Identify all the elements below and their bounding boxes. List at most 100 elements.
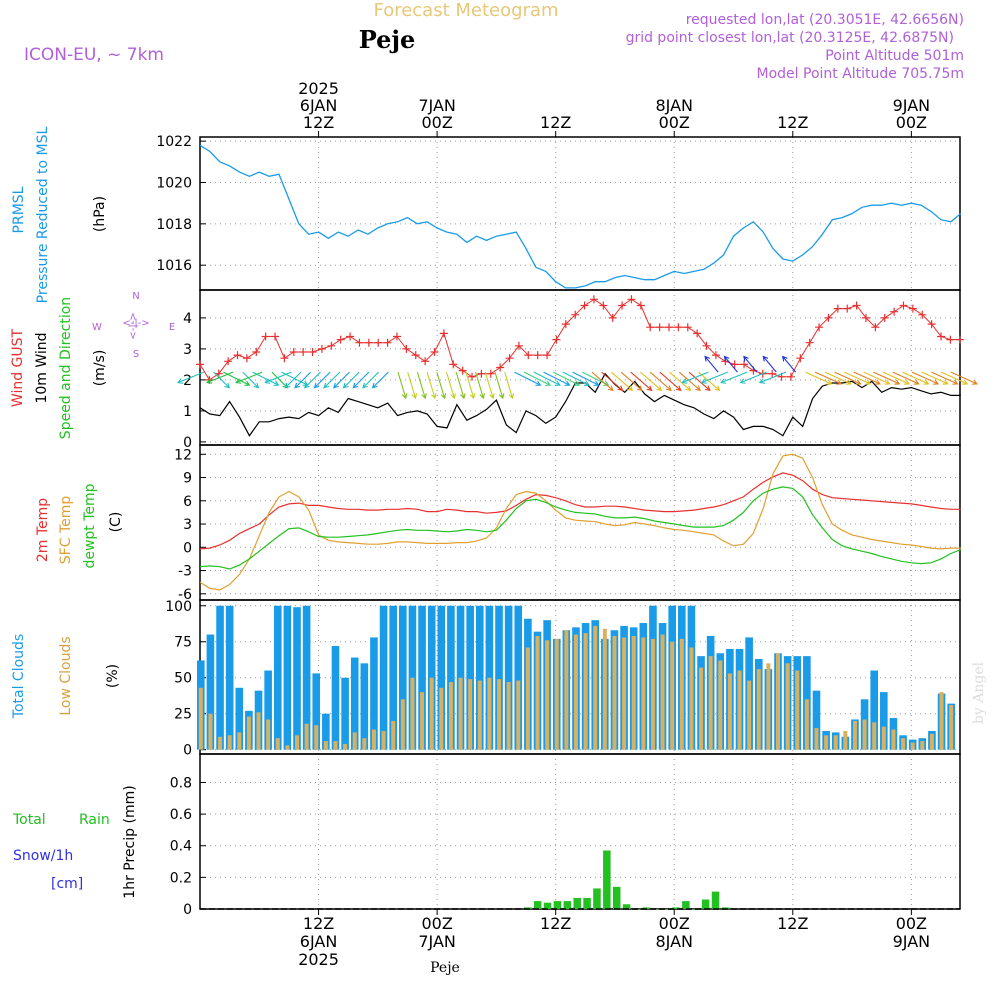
top-axis-label: 2025	[298, 79, 339, 98]
gust-marker	[711, 351, 720, 360]
gust-marker	[861, 313, 870, 322]
low-cloud-bar	[708, 656, 713, 750]
wind-direction-arrow	[882, 371, 911, 385]
gust-marker	[402, 344, 411, 353]
low-cloud-bar	[929, 733, 934, 750]
wind-direction-arrow	[892, 371, 920, 385]
total-cloud-bar	[293, 607, 301, 750]
grid-point-coords: grid point closest lon,lat (20.3125E, 42…	[626, 30, 954, 46]
wind-direction-arrow	[342, 371, 360, 389]
wind-direction-arrow	[333, 371, 350, 389]
wind-direction-arrow	[352, 371, 370, 389]
gust-marker	[346, 332, 355, 341]
gust-marker	[937, 332, 946, 341]
gust-marker	[674, 323, 683, 332]
wind-direction-arrow	[475, 371, 485, 400]
wind-direction-arrow	[303, 371, 321, 389]
rain-bar	[711, 891, 720, 909]
wind-series	[176, 295, 978, 437]
location-title: Peje	[359, 25, 416, 54]
prmsl-desc-label: Pressure Reduced to MSL	[35, 126, 51, 303]
wind-direction-arrow	[853, 371, 881, 385]
wind-direction-arrow	[681, 371, 709, 384]
wind-direction-arrow	[533, 371, 561, 386]
y-tick-label: 50	[174, 671, 192, 687]
wind-direction-arrow	[720, 371, 748, 384]
y-tick-label: 0	[183, 540, 192, 556]
temp-unit: (C)	[108, 512, 124, 533]
gust-marker	[271, 332, 280, 341]
y-tick-label: 0	[183, 743, 192, 759]
bottom-axis-label: 00Z	[421, 914, 452, 933]
wind-direction-arrow	[902, 371, 930, 385]
wind-direction-arrow	[659, 371, 682, 392]
wind-direction-arrow	[630, 371, 653, 392]
wind-direction-arrow	[843, 371, 872, 385]
wind-direction-arrow	[863, 371, 891, 385]
wind-direction-arrow	[669, 371, 692, 392]
wind-direction-arrow	[235, 371, 263, 384]
wind-direction-arrow	[591, 371, 614, 392]
wind-direction-arrow	[678, 371, 701, 392]
rain-bar	[563, 901, 572, 909]
wind-direction-arrow	[445, 371, 456, 400]
low-cloud-bar	[333, 741, 338, 750]
gust-label: Wind GUST	[10, 328, 26, 407]
wind-direction-arrow	[911, 371, 940, 385]
total-cloud-bar	[437, 605, 446, 750]
low-cloud-bar	[949, 705, 954, 750]
gust-marker	[364, 338, 373, 347]
snow-label: Snow/1h	[13, 848, 73, 864]
low-cloud-bar	[699, 667, 704, 750]
gust-marker	[589, 295, 598, 304]
low-cloud-bar	[852, 720, 857, 750]
gust-marker	[468, 372, 477, 381]
y-tick-label: 4	[183, 311, 192, 327]
rain-bar	[543, 902, 552, 909]
low-cloud-bar	[583, 633, 588, 750]
pressure-labels: PRMSL Pressure Reduced to MSL (hPa)	[11, 126, 108, 303]
wind-direction-arrow	[362, 371, 379, 389]
total-cloud-bar	[331, 646, 340, 750]
wind-unit: (m/s)	[92, 350, 108, 387]
gust-marker	[196, 360, 204, 369]
gust-marker	[786, 372, 795, 381]
low-cloud-bar	[564, 630, 569, 750]
low-cloud-bar	[381, 730, 386, 750]
low-cloud-bar	[747, 680, 752, 750]
total-cloud-bar	[225, 605, 234, 750]
wind-direction-arrow	[397, 371, 408, 400]
gust-marker	[927, 320, 936, 329]
wind-direction-arrow	[940, 371, 969, 385]
low-cloud-bar	[785, 663, 790, 750]
gust-marker	[955, 335, 964, 344]
model-altitude: Model Point Altitude 705.75m	[757, 66, 964, 82]
gust-marker	[421, 357, 430, 366]
bottom-axis-label: 00Z	[659, 914, 690, 933]
total-cloud-bar	[350, 657, 359, 750]
compass-n: N	[132, 291, 139, 302]
gust-marker	[843, 304, 852, 313]
y-tick-label: 0.6	[170, 807, 192, 823]
wind-dir-label: Speed and Direction	[58, 297, 74, 439]
low-cloud-bar	[314, 725, 319, 750]
gust-marker	[355, 338, 364, 347]
wind-direction-arrow	[426, 371, 437, 400]
gust-marker	[871, 323, 880, 332]
gust-marker	[543, 351, 552, 360]
wind-direction-arrow	[494, 371, 505, 400]
gust-marker	[646, 323, 655, 332]
low-cloud-bar	[612, 635, 617, 750]
wind-direction-arrow	[514, 371, 542, 386]
rain-bar	[652, 909, 660, 910]
total-cloud-bar	[283, 605, 292, 750]
wind-direction-arrow	[805, 371, 833, 385]
rain-label: Rain	[79, 812, 110, 828]
compass-s: S	[133, 349, 139, 360]
wind-direction-arrow	[416, 371, 427, 400]
panel-frame	[199, 136, 961, 291]
rain-bar	[603, 850, 611, 909]
low-cloud-bar	[881, 726, 886, 750]
temp-labels: 2m Temp SFC Temp dewpt Temp (C)	[35, 483, 124, 568]
gust-marker	[308, 348, 317, 356]
